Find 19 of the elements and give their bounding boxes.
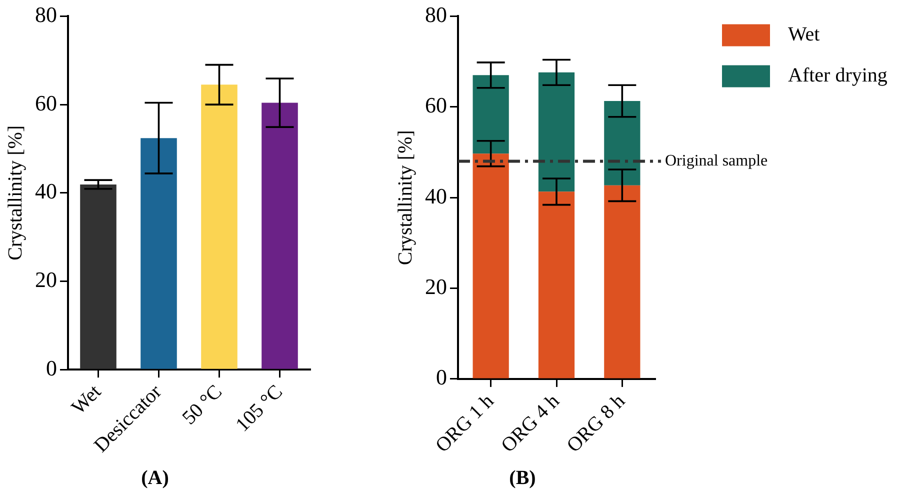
legend-label: Wet — [788, 23, 820, 46]
y-tick-label: 80 — [35, 2, 57, 27]
y-tick-label: 0 — [436, 364, 447, 390]
y-tick-label: 60 — [425, 92, 447, 118]
legend-label: After drying — [788, 64, 888, 86]
y-tick-label: 80 — [425, 2, 447, 27]
y-tick-label: 40 — [35, 178, 57, 204]
y-axis-title: Crystallinity [%] — [4, 125, 26, 260]
y-tick-label: 40 — [425, 183, 447, 208]
y-axis-title: Crystallinity [%] — [394, 130, 416, 266]
y-tick-label: 60 — [35, 90, 57, 116]
ref-line-label: Original sample — [665, 152, 768, 170]
y-tick-label: 20 — [425, 274, 447, 300]
text: (B) — [509, 467, 536, 490]
y-tick-label: 0 — [46, 355, 57, 380]
text: (A) — [141, 467, 169, 490]
x-tick-label: 50 °C — [178, 380, 226, 430]
x-tick-label: 105 °C — [232, 380, 287, 436]
y-tick-label: 20 — [35, 267, 57, 292]
